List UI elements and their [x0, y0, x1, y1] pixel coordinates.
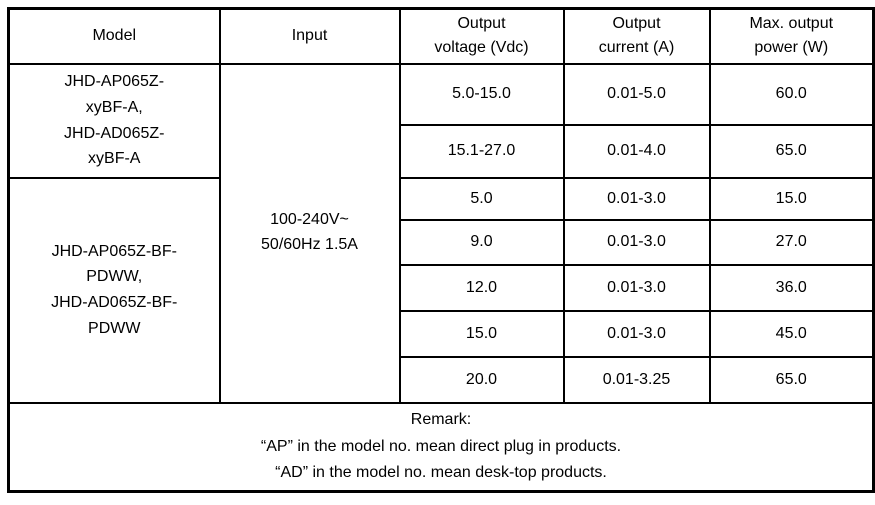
cell-current: 0.01-3.0: [562, 309, 711, 358]
cell-current: 0.01-5.0: [562, 62, 711, 126]
cell-voltage: 5.0-15.0: [398, 62, 565, 126]
header-output-voltage: Output voltage (Vdc): [398, 7, 565, 65]
cell-power: 45.0: [708, 309, 875, 358]
header-max-output-power: Max. output power (W): [708, 7, 875, 65]
remark-line-2: “AD” in the model no. mean desk-top prod…: [275, 463, 607, 481]
table-row: 12.0 0.01-3.0 36.0: [9, 263, 875, 312]
cell-voltage: 5.0: [398, 176, 565, 221]
table-row: JHD-AP065Z-BF- PDWW, JHD-AD065Z-BF- PDWW…: [7, 176, 875, 404]
table-row: JHD-AP065Z- xyBF-A, JHD-AD065Z- xyBF-A 1…: [7, 62, 875, 404]
table-row: 15.0 0.01-3.0 45.0: [9, 309, 875, 358]
cell-voltage: 15.1-27.0: [398, 123, 565, 179]
cell-power: 65.0: [708, 123, 875, 179]
cell-voltage: 15.0: [398, 309, 565, 358]
cell-current: 0.01-4.0: [562, 123, 711, 179]
spec-table-container: Model Input Output voltage (Vdc) Output …: [7, 7, 875, 493]
header-input: Input: [218, 7, 401, 65]
cell-voltage: 20.0: [398, 355, 565, 404]
remark-title: Remark:: [410, 411, 472, 429]
remark-cell: Remark: “AP” in the model no. mean direc…: [7, 401, 875, 493]
model-group-1-cell: JHD-AP065Z- xyBF-A, JHD-AD065Z- xyBF-A: [7, 62, 221, 179]
cell-current: 0.01-3.0: [562, 218, 711, 266]
cell-voltage: 12.0: [398, 263, 565, 312]
cell-power: 15.0: [708, 176, 875, 221]
cell-current: 0.01-3.25: [562, 355, 711, 404]
header-output-current: Output current (A): [562, 7, 711, 65]
cell-power: 60.0: [708, 62, 875, 126]
header-model: Model: [7, 7, 221, 65]
table-row: 9.0 0.01-3.0 27.0: [9, 218, 875, 266]
header-row: Model Input Output voltage (Vdc) Output …: [7, 7, 875, 65]
cell-current: 0.01-3.0: [562, 176, 711, 221]
cell-power: 27.0: [708, 218, 875, 266]
table-row: 15.1-27.0 0.01-4.0 65.0: [9, 123, 875, 179]
input-cell: 100-240V~ 50/60Hz 1.5A: [218, 62, 401, 404]
remark-line-1: “AP” in the model no. mean direct plug i…: [260, 437, 622, 455]
cell-current: 0.01-3.0: [562, 263, 711, 312]
cell-voltage: 9.0: [398, 218, 565, 266]
table-row: 20.0 0.01-3.25 65.0: [9, 355, 875, 404]
remark-row: Remark: “AP” in the model no. mean direc…: [7, 401, 875, 493]
cell-power: 65.0: [708, 355, 875, 404]
spec-table: Model Input Output voltage (Vdc) Output …: [7, 7, 875, 493]
cell-power: 36.0: [708, 263, 875, 312]
model-group-2-cell: JHD-AP065Z-BF- PDWW, JHD-AD065Z-BF- PDWW: [7, 176, 221, 404]
